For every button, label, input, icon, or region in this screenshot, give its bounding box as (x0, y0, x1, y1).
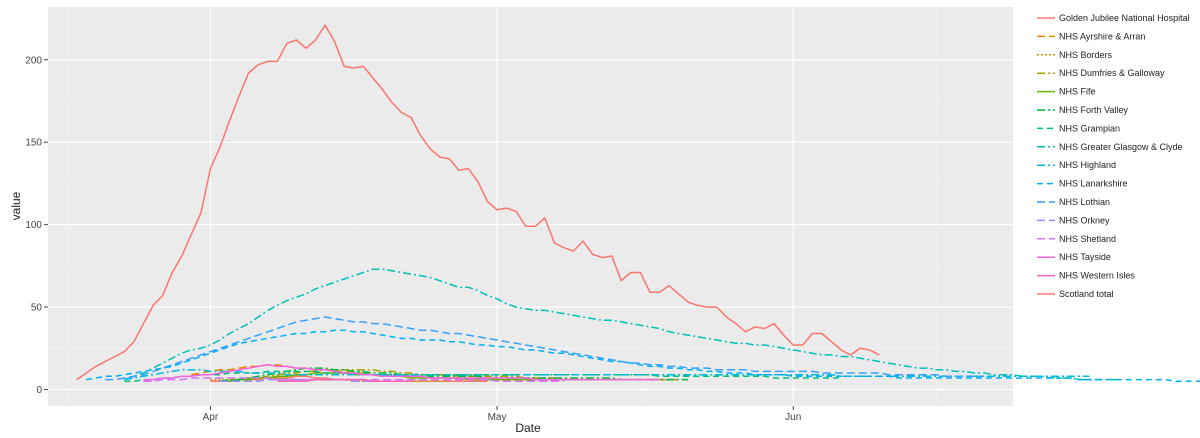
y-tick-label: 50 (31, 303, 43, 314)
legend-label: NHS Highland (1059, 160, 1116, 170)
legend-label: NHS Orkney (1059, 215, 1110, 225)
x-axis: Apr May Jun (203, 406, 801, 423)
y-axis-title: value (9, 191, 23, 220)
series-line-nhs-lanarkshire (86, 329, 1200, 383)
series-line-nhs-forth-valley (219, 367, 689, 383)
legend-label: NHS Greater Glasgow & Clyde (1059, 142, 1183, 152)
legend-label: Scotland total (1059, 289, 1114, 299)
legend-label: Golden Jubilee National Hospital (1059, 13, 1190, 23)
legend-label: NHS Tayside (1059, 252, 1111, 262)
legend-label: NHS Ayrshire & Arran (1059, 31, 1145, 41)
y-tick-label: 200 (25, 55, 42, 66)
series-lines (76, 24, 1200, 383)
legend: Golden Jubilee National Hospital NHS Ayrs… (1037, 13, 1190, 299)
legend-label: NHS Grampian (1059, 123, 1120, 133)
legend-label: NHS Fife (1059, 87, 1096, 97)
legend-label: NHS Shetland (1059, 234, 1116, 244)
y-tick-label: 0 (36, 385, 42, 396)
legend-label: NHS Borders (1059, 50, 1113, 60)
series-line-nhs-tayside (143, 364, 660, 381)
series-line-nhs-highland (124, 368, 1090, 381)
x-axis-title: Date (515, 421, 541, 435)
y-tick-label: 150 (25, 138, 42, 149)
series-line-nhs-grampian (124, 370, 841, 383)
y-axis: 0 50 100 150 200 (25, 55, 48, 396)
legend-label: NHS Dumfries & Galloway (1059, 68, 1165, 78)
x-tick-label: Jun (785, 412, 801, 423)
x-tick-label: May (488, 412, 507, 423)
series-line-nhs-lothian (105, 316, 985, 381)
plot-panel (48, 7, 1013, 406)
series-line-scotland-total (76, 24, 880, 381)
legend-label: NHS Western Isles (1059, 271, 1135, 281)
series-line-nhs-greater-glasgow-and-clyde (124, 268, 1119, 381)
series-line-nhs-fife (220, 372, 593, 383)
legend-label: NHS Forth Valley (1059, 105, 1128, 115)
x-tick-label: Apr (203, 412, 219, 423)
legend-label: NHS Lanarkshire (1059, 179, 1128, 189)
series-line-nhs-western-isles (277, 378, 412, 383)
y-tick-label: 100 (25, 220, 42, 231)
legend-label: NHS Lothian (1059, 197, 1110, 207)
